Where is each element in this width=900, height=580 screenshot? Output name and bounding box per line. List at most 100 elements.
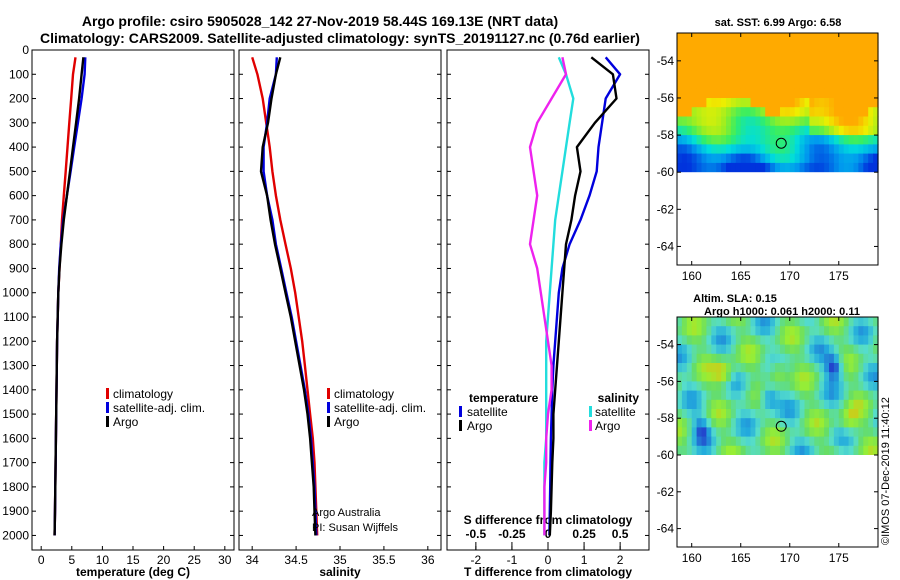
heatmap-cell: [843, 390, 850, 401]
heatmap-cell: [730, 125, 737, 136]
heatmap-cell: [711, 51, 717, 62]
heatmap-cell: [726, 162, 732, 173]
heatmap-cell: [716, 399, 722, 410]
heatmap-cell: [780, 344, 786, 355]
heatmap-cell: [701, 399, 707, 410]
heatmap-cell: [735, 79, 742, 90]
heatmap-cell: [770, 353, 776, 364]
heatmap-cell: [760, 353, 766, 364]
heatmap-cell: [838, 51, 845, 62]
heatmap-cell: [770, 51, 776, 62]
heatmap-cell: [721, 98, 727, 108]
heatmap-cell: [838, 153, 845, 164]
heatmap-cell: [868, 344, 874, 355]
heatmap-cell: [809, 33, 815, 43]
heatmap-cell: [745, 436, 752, 447]
heatmap-cell: [730, 409, 737, 419]
heatmap-cell: [848, 79, 855, 90]
heatmap-cell: [775, 372, 781, 382]
heatmap-cell: [721, 107, 727, 118]
heatmap-cell: [848, 427, 855, 438]
heatmap-cell: [843, 317, 850, 327]
heatmap-cell: [730, 88, 737, 99]
heatmap-cell: [775, 363, 781, 373]
heatmap-cell: [809, 418, 815, 428]
heatmap-cell: [833, 135, 840, 145]
heatmap-cell: [868, 79, 874, 90]
heatmap-cell: [730, 353, 737, 364]
heatmap-cell: [716, 381, 722, 392]
heatmap-cell: [750, 144, 756, 155]
heatmap-cell: [838, 390, 845, 401]
heatmap-cell: [775, 381, 781, 392]
heatmap-cell: [730, 317, 737, 327]
heatmap-cell: [760, 79, 766, 90]
heatmap-cell: [784, 162, 791, 173]
heatmap-cell: [819, 79, 825, 90]
heatmap-cell: [677, 88, 683, 99]
heatmap-cell: [794, 390, 801, 401]
heatmap-cell: [760, 409, 766, 419]
legend-label: Argo: [113, 415, 139, 429]
heatmap-cell: [789, 116, 796, 127]
heatmap-cell: [799, 317, 806, 327]
heatmap-cell: [824, 344, 830, 355]
argo-position-marker: [775, 137, 787, 149]
heatmap-cell: [873, 42, 879, 53]
heatmap-cell: [750, 60, 756, 71]
heatmap-cell: [824, 162, 830, 173]
heatmap-cell: [833, 162, 840, 173]
heatmap-cell: [809, 153, 815, 164]
x-tick-label: 0: [545, 553, 552, 567]
top-tick-label: 0.25: [572, 527, 596, 541]
heatmap-cell: [780, 70, 786, 80]
heatmap-cell: [760, 326, 766, 336]
header-line1: Argo profile: csiro 5905028_142 27-Nov-2…: [82, 13, 558, 29]
heatmap-cell: [873, 353, 879, 364]
heatmap-cell: [809, 135, 815, 145]
heatmap-cell: [760, 116, 766, 127]
heatmap-cell: [780, 317, 786, 327]
heatmap-cell: [780, 79, 786, 90]
heatmap-cell: [740, 445, 747, 456]
heatmap-cell: [706, 107, 712, 118]
heatmap-cell: [784, 88, 791, 99]
heatmap-cell: [740, 125, 747, 136]
heatmap-cell: [829, 445, 835, 456]
heatmap-cell: [726, 79, 732, 90]
heatmap-cell: [740, 116, 747, 127]
heatmap-cell: [711, 135, 717, 145]
heatmap-cell: [701, 42, 707, 53]
heatmap-cell: [873, 445, 879, 456]
heatmap-cell: [824, 326, 830, 336]
heatmap-cell: [848, 317, 855, 327]
heatmap-cell: [863, 116, 869, 127]
heatmap-cell: [760, 335, 766, 346]
map-y-tick-label: -60: [657, 165, 675, 179]
heatmap-cell: [814, 51, 820, 62]
heatmap-cell: [804, 162, 810, 173]
heatmap-cell: [696, 335, 703, 346]
heatmap-cell: [809, 381, 815, 392]
heatmap-cell: [765, 60, 771, 71]
heatmap-cell: [686, 326, 693, 336]
heatmap-cell: [804, 381, 810, 392]
heatmap-cell: [829, 153, 835, 164]
heatmap-cell: [780, 335, 786, 346]
heatmap-cell: [691, 125, 698, 136]
heatmap-cell: [780, 436, 786, 447]
heatmap-cell: [677, 98, 683, 108]
heatmap-cell: [745, 33, 752, 43]
heatmap-cell: [760, 390, 766, 401]
heatmap-cell: [863, 60, 869, 71]
heatmap-cell: [711, 390, 717, 401]
header-line2: Climatology: CARS2009. Satellite-adjuste…: [40, 30, 640, 46]
heatmap-cell: [824, 51, 830, 62]
heatmap-cell: [750, 335, 756, 346]
heatmap-cell: [853, 107, 859, 118]
heatmap-cell: [686, 135, 693, 145]
heatmap-cell: [765, 135, 771, 145]
heatmap-cell: [853, 436, 859, 447]
heatmap-cell: [701, 153, 707, 164]
heatmap-cell: [804, 88, 810, 99]
